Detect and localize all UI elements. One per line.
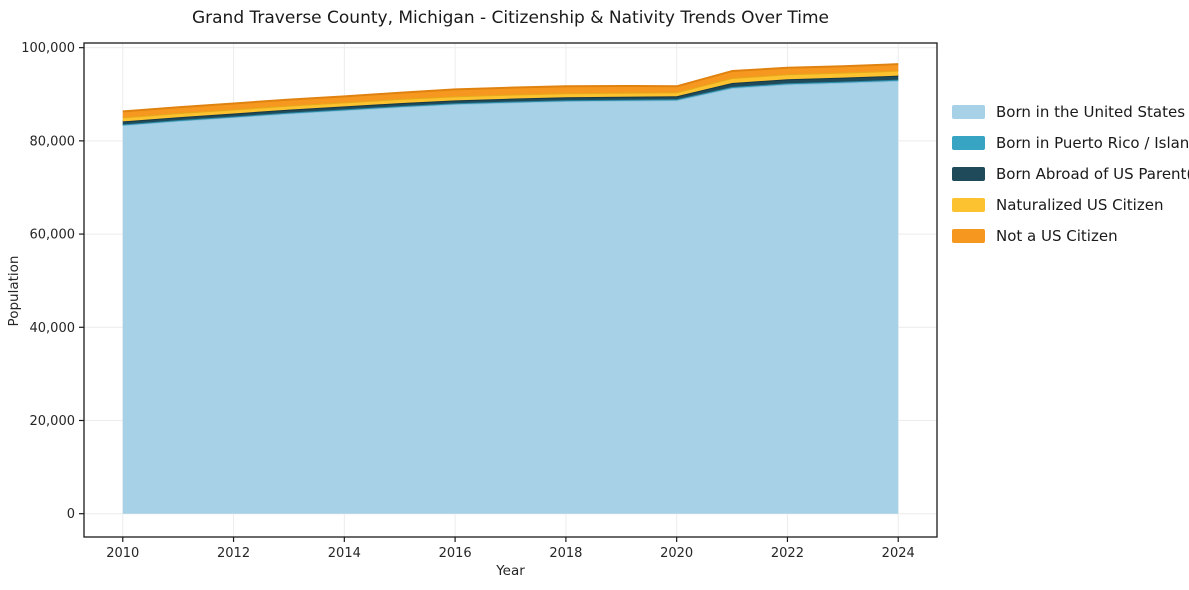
y-tick-label: 40,000 <box>30 321 76 336</box>
area-born-in-the-united-states <box>122 80 899 514</box>
y-tick-label: 20,000 <box>30 414 76 429</box>
legend-swatch <box>952 198 985 212</box>
x-tick-label: 2022 <box>771 546 804 561</box>
legend-item: Not a US Citizen <box>952 225 1189 247</box>
area-edge <box>122 78 899 126</box>
y-axis-label: Population <box>6 255 22 327</box>
y-tick-label: 60,000 <box>30 228 76 243</box>
x-axis-label: Year <box>496 563 525 579</box>
legend: Born in the United States Born in Puerto … <box>952 101 1189 247</box>
legend-label: Not a US Citizen <box>996 227 1118 245</box>
legend-label: Born in the United States <box>996 103 1186 121</box>
y-tick-label: 80,000 <box>30 134 76 149</box>
area-edge <box>122 63 899 113</box>
legend-item: Born Abroad of US Parent(s) <box>952 163 1189 185</box>
x-tick-label: 2010 <box>106 546 139 561</box>
x-tick-label: 2012 <box>217 546 250 561</box>
legend-label: Born Abroad of US Parent(s) <box>996 165 1189 183</box>
legend-label: Naturalized US Citizen <box>996 196 1164 214</box>
legend-item: Born in the United States <box>952 101 1189 123</box>
x-tick-label: 2014 <box>328 546 361 561</box>
area-not-a-us-citizen <box>122 64 899 118</box>
legend-item: Naturalized US Citizen <box>952 194 1189 216</box>
plot-border <box>83 42 938 538</box>
legend-label: Born in Puerto Rico / Islands <box>996 134 1189 152</box>
chart-title: Grand Traverse County, Michigan - Citize… <box>191 8 830 28</box>
legend-item: Born in Puerto Rico / Islands <box>952 132 1189 154</box>
x-tick-label: 2020 <box>660 546 693 561</box>
legend-swatch <box>952 105 985 119</box>
legend-swatch <box>952 136 985 150</box>
x-tick-label: 2018 <box>549 546 582 561</box>
y-tick-label: 0 <box>67 507 75 522</box>
x-tick-label: 2024 <box>882 546 915 561</box>
area-born-abroad-of-us-parent-s- <box>122 75 899 125</box>
legend-swatch <box>952 229 985 243</box>
x-tick-label: 2016 <box>439 546 472 561</box>
area-naturalized-us-citizen <box>122 70 899 122</box>
legend-swatch <box>952 167 985 181</box>
y-tick-label: 100,000 <box>21 41 75 56</box>
